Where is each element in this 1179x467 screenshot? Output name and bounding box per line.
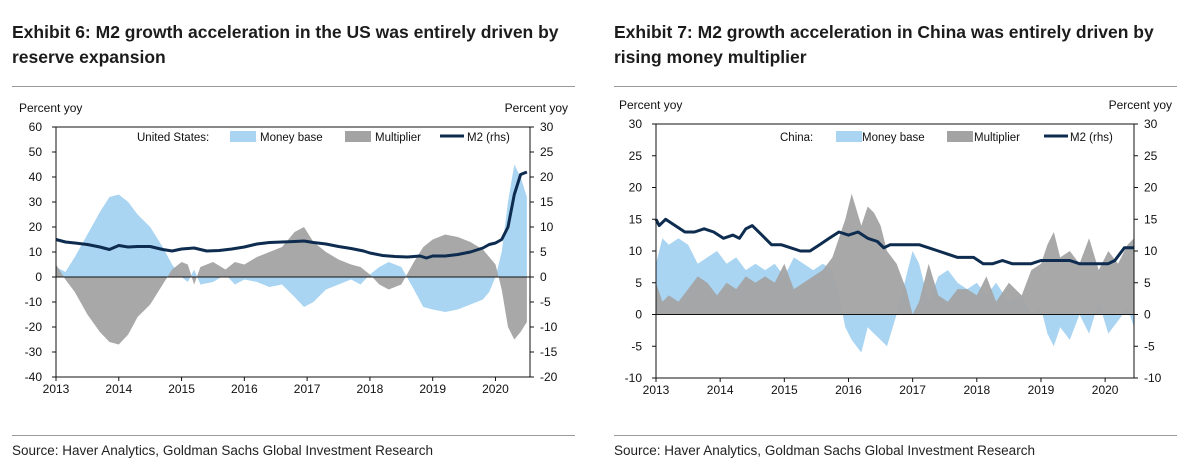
bottom-divider — [12, 435, 575, 436]
y-tick-label-right: 30 — [1144, 117, 1158, 131]
y-tick-label-right: 20 — [1144, 181, 1158, 195]
legend-swatch-money-base — [836, 131, 862, 142]
bottom-divider — [614, 435, 1177, 436]
y-tick-label-right: -10 — [540, 320, 558, 334]
y-tick-label-left: 30 — [29, 195, 43, 209]
series-line-m2 — [654, 217, 1134, 266]
y-tick-label-right: 0 — [540, 270, 547, 284]
y-tick-label-left: 0 — [35, 270, 42, 284]
x-tick-label: 2017 — [899, 383, 926, 397]
us-chart: Percent yoy Percent yoy -40 -30 -20 -10 0 10 20 3… — [19, 101, 568, 396]
y-tick-label-right: -5 — [1144, 339, 1155, 353]
x-tick-label: 2020 — [1092, 383, 1119, 397]
series-area-money-base — [656, 238, 1134, 353]
legend-label: Money base — [260, 132, 323, 144]
y-axis-label-right: Percent yoy — [505, 101, 568, 115]
x-tick-label: 2014 — [707, 383, 734, 397]
y-tick-label-right: 30 — [540, 120, 554, 134]
y-tick-label-right: -15 — [540, 345, 558, 359]
y-tick-label-left: 20 — [629, 181, 643, 195]
source-note: Source: Haver Analytics, Goldman Sachs G… — [614, 443, 1035, 458]
top-divider — [12, 86, 575, 87]
y-tick-label-right: -20 — [540, 370, 558, 384]
legend-swatch-multiplier — [947, 131, 973, 142]
series-area-multiplier — [656, 193, 1134, 315]
y-tick-label-right: -10 — [1144, 371, 1162, 385]
y-tick-label-left: -20 — [25, 320, 43, 334]
legend-label: Money base — [862, 132, 925, 144]
top-divider — [614, 86, 1177, 87]
series-line-m2 — [55, 170, 528, 260]
exhibit-7-panel: Exhibit 7: M2 growth acceleration in Chi… — [600, 0, 1179, 467]
series-area-multiplier — [56, 227, 527, 345]
x-tick-label: 2019 — [419, 382, 446, 396]
y-tick-label-right: 20 — [540, 170, 554, 184]
legend: United States: Money base Multiplier M2 (rh… — [137, 131, 510, 144]
legend-label: M2 (rhs) — [467, 132, 510, 144]
y-tick-label-left: 10 — [629, 244, 643, 258]
source-note: Source: Haver Analytics, Goldman Sachs G… — [12, 443, 433, 458]
y-tick-label-left: -5 — [631, 339, 642, 353]
y-tick-label-right: 15 — [1144, 212, 1158, 226]
x-tick-label: 2018 — [963, 383, 990, 397]
legend-label: Multiplier — [375, 132, 421, 144]
y-axis-label-left: Percent yoy — [619, 98, 682, 112]
y-tick-label-left: 10 — [29, 245, 43, 259]
y-tick-label-right: 0 — [1144, 308, 1151, 322]
x-tick-label: 2016 — [231, 382, 258, 396]
exhibit-title: Exhibit 6: M2 growth acceleration in the… — [12, 22, 559, 67]
y-tick-label-left: -10 — [25, 295, 43, 309]
x-tick-label: 2017 — [294, 382, 321, 396]
y-tick-label-right: 10 — [1144, 244, 1158, 258]
y-axis-label-left: Percent yoy — [19, 101, 82, 115]
y-tick-label-left: 20 — [29, 220, 43, 234]
y-tick-label-left: 15 — [629, 212, 643, 226]
china-chart: Percent yoy Percent yoy -10 -5 0 5 10 15 20 25 30 -… — [619, 98, 1172, 397]
legend-prefix: United States: — [137, 132, 209, 144]
x-tick-label: 2014 — [105, 382, 132, 396]
y-tick-label-right: 25 — [1144, 149, 1158, 163]
y-tick-label-right: 5 — [1144, 276, 1151, 290]
y-tick-label-left: 30 — [629, 117, 643, 131]
x-tick-label: 2013 — [643, 383, 670, 397]
y-tick-label-left: 25 — [629, 149, 643, 163]
legend-swatch-money-base — [230, 131, 256, 142]
y-tick-label-left: 40 — [29, 170, 43, 184]
y-tick-label-left: 0 — [635, 308, 642, 322]
y-tick-label-right: 10 — [540, 220, 554, 234]
x-tick-label: 2020 — [482, 382, 509, 396]
y-tick-label-right: 25 — [540, 145, 554, 159]
y-tick-label-left: 5 — [635, 276, 642, 290]
legend-label: M2 (rhs) — [1070, 132, 1113, 144]
x-tick-label: 2016 — [835, 383, 862, 397]
y-tick-label-right: 5 — [540, 245, 547, 259]
x-tick-label: 2019 — [1028, 383, 1055, 397]
y-tick-label-right: 15 — [540, 195, 554, 209]
x-tick-label: 2015 — [771, 383, 798, 397]
legend: China: Money base Multiplier M2 (rhs) — [780, 131, 1113, 144]
x-tick-label: 2013 — [43, 382, 70, 396]
y-axis-label-right: Percent yoy — [1109, 98, 1172, 112]
legend-prefix: China: — [780, 132, 813, 144]
y-tick-label-left: -30 — [25, 345, 43, 359]
x-tick-label: 2015 — [168, 382, 195, 396]
y-tick-label-right: -5 — [540, 295, 551, 309]
y-tick-label-left: 50 — [29, 145, 43, 159]
y-tick-label-left: -10 — [625, 371, 643, 385]
plot-frame — [655, 123, 1135, 379]
exhibit-title: Exhibit 7: M2 growth acceleration in Chi… — [614, 22, 1154, 67]
exhibit-6-panel: Exhibit 6: M2 growth acceleration in the… — [0, 0, 585, 467]
y-tick-label-left: 60 — [29, 120, 43, 134]
legend-label: Multiplier — [974, 132, 1020, 144]
y-tick-label-left: -40 — [25, 370, 43, 384]
legend-swatch-multiplier — [345, 131, 371, 142]
x-tick-label: 2018 — [357, 382, 384, 396]
